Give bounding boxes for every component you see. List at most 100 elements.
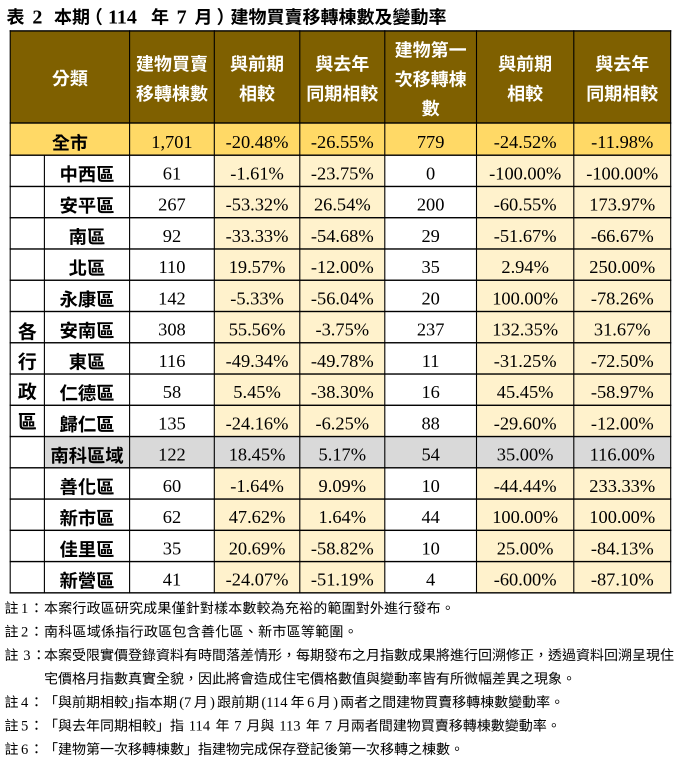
svg-text:29: 29 bbox=[421, 226, 439, 246]
svg-text:116.00%: 116.00% bbox=[590, 445, 655, 465]
svg-text:5: 5 bbox=[21, 719, 28, 735]
svg-text:61: 61 bbox=[163, 163, 181, 183]
svg-text:35: 35 bbox=[421, 257, 439, 277]
svg-text:-53.32%: -53.32% bbox=[226, 195, 289, 215]
svg-text:6: 6 bbox=[21, 742, 28, 758]
svg-text:250.00%: 250.00% bbox=[589, 257, 655, 277]
svg-text:5.17%: 5.17% bbox=[319, 445, 367, 465]
svg-text:-51.67%: -51.67% bbox=[494, 226, 557, 246]
svg-text:-87.10%: -87.10% bbox=[591, 570, 654, 590]
svg-text:41: 41 bbox=[163, 570, 181, 590]
svg-text:2.94%: 2.94% bbox=[501, 257, 549, 277]
svg-text:-38.30%: -38.30% bbox=[311, 382, 374, 402]
svg-text:20: 20 bbox=[421, 288, 439, 308]
svg-text:(7: (7 bbox=[179, 695, 191, 711]
svg-text:-12.00%: -12.00% bbox=[591, 413, 654, 433]
svg-text:-44.44%: -44.44% bbox=[494, 476, 557, 496]
svg-text:-60.00%: -60.00% bbox=[494, 570, 557, 590]
svg-text:47.62%: 47.62% bbox=[229, 507, 286, 527]
svg-text:-1.61%: -1.61% bbox=[230, 163, 284, 183]
svg-text:-78.26%: -78.26% bbox=[591, 288, 654, 308]
svg-text:-49.34%: -49.34% bbox=[226, 351, 289, 371]
svg-text:173.97%: 173.97% bbox=[589, 195, 655, 215]
svg-text:54: 54 bbox=[421, 445, 439, 465]
svg-text:113: 113 bbox=[279, 719, 300, 735]
svg-text:2: 2 bbox=[21, 625, 28, 641]
svg-text:31.67%: 31.67% bbox=[594, 320, 651, 340]
svg-text:10: 10 bbox=[421, 476, 439, 496]
svg-text:58: 58 bbox=[163, 382, 181, 402]
svg-text:135: 135 bbox=[158, 413, 186, 433]
svg-text:16: 16 bbox=[421, 382, 439, 402]
svg-text:5.45%: 5.45% bbox=[233, 382, 281, 402]
svg-text:267: 267 bbox=[158, 195, 186, 215]
svg-text:122: 122 bbox=[158, 445, 186, 465]
svg-text:26.54%: 26.54% bbox=[314, 195, 371, 215]
svg-text:4: 4 bbox=[21, 695, 29, 711]
svg-text:7: 7 bbox=[234, 719, 241, 735]
svg-text:-54.68%: -54.68% bbox=[311, 226, 374, 246]
svg-text:-66.67%: -66.67% bbox=[591, 226, 654, 246]
svg-text:100.00%: 100.00% bbox=[589, 507, 655, 527]
svg-text:132.35%: 132.35% bbox=[492, 320, 558, 340]
svg-text:2: 2 bbox=[32, 6, 42, 28]
svg-text:-58.82%: -58.82% bbox=[311, 538, 374, 558]
svg-text:4: 4 bbox=[426, 570, 435, 590]
svg-text:44: 44 bbox=[421, 507, 439, 527]
svg-text:1: 1 bbox=[21, 601, 28, 617]
svg-text:-1.64%: -1.64% bbox=[230, 476, 284, 496]
svg-text:1,701: 1,701 bbox=[151, 132, 192, 152]
svg-text:-20.48%: -20.48% bbox=[226, 132, 289, 152]
svg-text:9.09%: 9.09% bbox=[319, 476, 367, 496]
svg-text:308: 308 bbox=[158, 320, 186, 340]
svg-text:-12.00%: -12.00% bbox=[311, 257, 374, 277]
svg-text:-5.33%: -5.33% bbox=[230, 288, 284, 308]
svg-text:0: 0 bbox=[426, 163, 435, 183]
svg-text:100.00%: 100.00% bbox=[492, 507, 558, 527]
svg-text:-26.55%: -26.55% bbox=[311, 132, 374, 152]
svg-text:25.00%: 25.00% bbox=[497, 538, 554, 558]
svg-text:-60.55%: -60.55% bbox=[494, 195, 557, 215]
svg-text:35.00%: 35.00% bbox=[497, 445, 554, 465]
svg-text:-33.33%: -33.33% bbox=[226, 226, 289, 246]
svg-text:779: 779 bbox=[417, 132, 445, 152]
svg-text:114: 114 bbox=[189, 719, 211, 735]
svg-text:45.45%: 45.45% bbox=[497, 382, 554, 402]
svg-text:200: 200 bbox=[417, 195, 445, 215]
svg-text:-100.00%: -100.00% bbox=[489, 163, 561, 183]
svg-text:19.57%: 19.57% bbox=[229, 257, 286, 277]
svg-text:-11.98%: -11.98% bbox=[591, 132, 653, 152]
svg-text:92: 92 bbox=[163, 226, 181, 246]
svg-text:-100.00%: -100.00% bbox=[586, 163, 658, 183]
svg-text:-29.60%: -29.60% bbox=[494, 413, 557, 433]
svg-text:55.56%: 55.56% bbox=[229, 320, 286, 340]
svg-text:-58.97%: -58.97% bbox=[591, 382, 654, 402]
svg-text:(114: (114 bbox=[261, 695, 288, 711]
svg-text:142: 142 bbox=[158, 288, 186, 308]
svg-text:): ) bbox=[333, 695, 338, 711]
svg-text:11: 11 bbox=[422, 351, 440, 371]
svg-text:35: 35 bbox=[163, 538, 181, 558]
svg-text:-23.75%: -23.75% bbox=[311, 163, 374, 183]
svg-text:237: 237 bbox=[417, 320, 445, 340]
svg-text:): ) bbox=[210, 695, 215, 711]
svg-text:-24.07%: -24.07% bbox=[226, 570, 289, 590]
svg-text:7: 7 bbox=[325, 719, 332, 735]
svg-text:-3.75%: -3.75% bbox=[315, 320, 369, 340]
svg-text:7: 7 bbox=[177, 6, 187, 28]
svg-text:18.45%: 18.45% bbox=[229, 445, 286, 465]
svg-text:233.33%: 233.33% bbox=[589, 476, 655, 496]
svg-text:62: 62 bbox=[163, 507, 181, 527]
svg-text:114: 114 bbox=[108, 6, 137, 28]
svg-text:-51.19%: -51.19% bbox=[311, 570, 374, 590]
svg-text:6: 6 bbox=[307, 695, 314, 711]
svg-text:88: 88 bbox=[421, 413, 439, 433]
svg-text:110: 110 bbox=[158, 257, 185, 277]
svg-text:-49.78%: -49.78% bbox=[311, 351, 374, 371]
svg-text:3: 3 bbox=[23, 648, 30, 664]
svg-text:10: 10 bbox=[421, 538, 439, 558]
svg-text:-56.04%: -56.04% bbox=[311, 288, 374, 308]
svg-text:-24.52%: -24.52% bbox=[494, 132, 557, 152]
svg-text:-31.25%: -31.25% bbox=[494, 351, 557, 371]
svg-text:60: 60 bbox=[163, 476, 181, 496]
